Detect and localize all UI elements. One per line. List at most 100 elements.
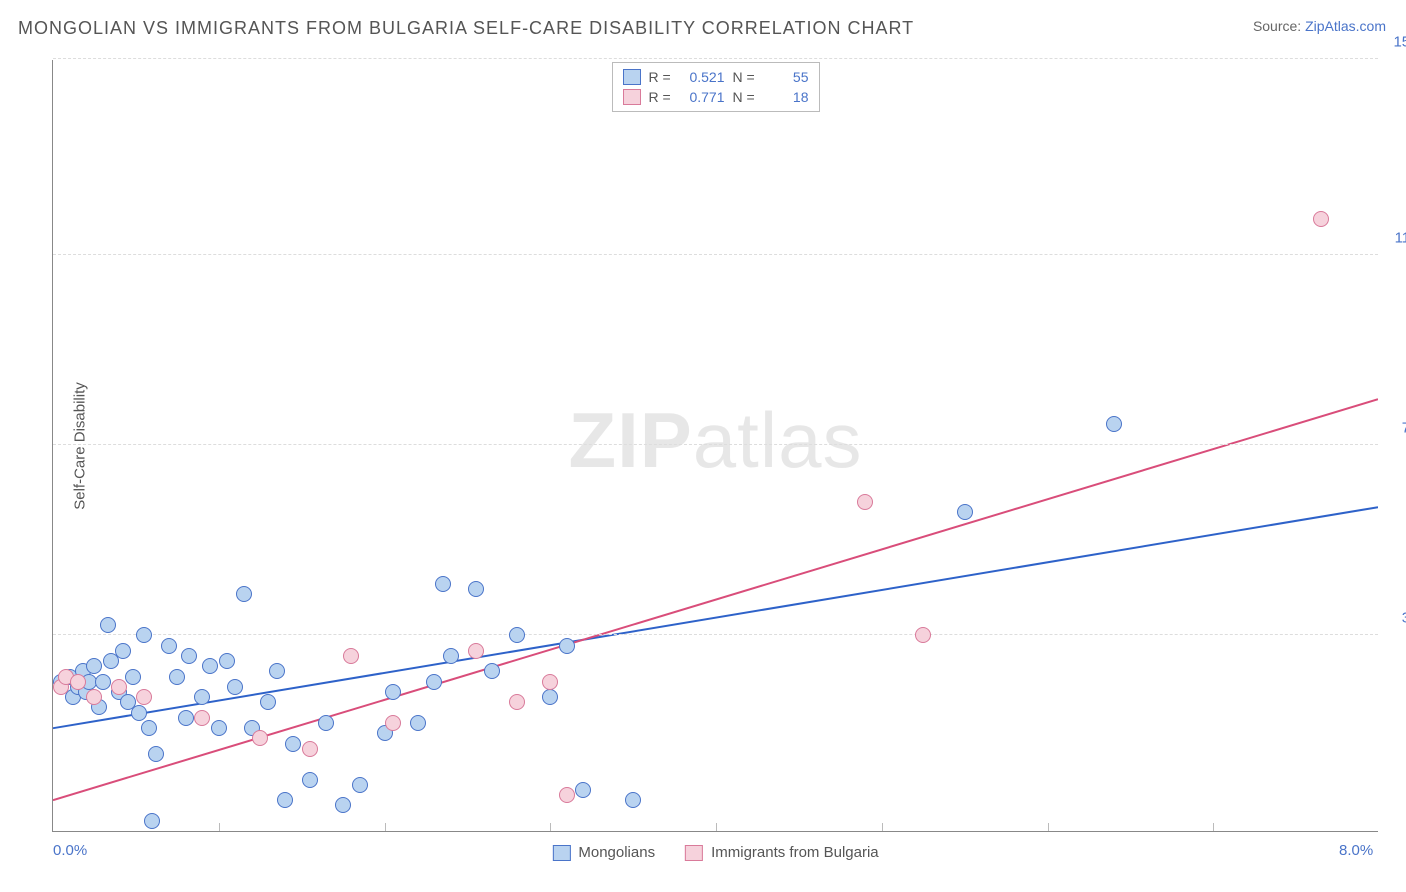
data-point bbox=[468, 581, 484, 597]
x-minor-tick bbox=[385, 823, 386, 831]
data-point bbox=[70, 674, 86, 690]
data-point bbox=[227, 679, 243, 695]
data-point bbox=[857, 494, 873, 510]
plot-area: ZIPatlas R = 0.521 N = 55 R = 0.771 N = … bbox=[52, 60, 1378, 832]
data-point bbox=[484, 663, 500, 679]
data-point bbox=[95, 674, 111, 690]
swatch-bulgaria bbox=[623, 89, 641, 105]
r-value-mongolians: 0.521 bbox=[681, 69, 725, 85]
gridline bbox=[53, 634, 1378, 635]
data-point bbox=[385, 684, 401, 700]
data-point bbox=[559, 787, 575, 803]
x-minor-tick bbox=[716, 823, 717, 831]
n-value-bulgaria: 18 bbox=[765, 89, 809, 105]
data-point bbox=[144, 813, 160, 829]
x-minor-tick bbox=[882, 823, 883, 831]
data-point bbox=[194, 689, 210, 705]
data-point bbox=[1106, 416, 1122, 432]
n-label: N = bbox=[733, 69, 757, 85]
swatch-mongolians bbox=[623, 69, 641, 85]
gridline bbox=[53, 58, 1378, 59]
gridline bbox=[53, 444, 1378, 445]
data-point bbox=[1313, 211, 1329, 227]
n-value-mongolians: 55 bbox=[765, 69, 809, 85]
x-minor-tick bbox=[550, 823, 551, 831]
data-point bbox=[148, 746, 164, 762]
source-attribution: Source: ZipAtlas.com bbox=[1253, 18, 1386, 34]
x-minor-tick bbox=[219, 823, 220, 831]
x-tick-label: 8.0% bbox=[1339, 842, 1373, 859]
x-tick-label: 0.0% bbox=[53, 842, 87, 859]
data-point bbox=[352, 777, 368, 793]
data-point bbox=[131, 705, 147, 721]
data-point bbox=[542, 674, 558, 690]
data-point bbox=[542, 689, 558, 705]
n-label: N = bbox=[733, 89, 757, 105]
data-point bbox=[260, 694, 276, 710]
correlation-legend: R = 0.521 N = 55 R = 0.771 N = 18 bbox=[612, 62, 820, 112]
data-point bbox=[141, 720, 157, 736]
data-point bbox=[136, 689, 152, 705]
source-label: Source: bbox=[1253, 18, 1301, 34]
data-point bbox=[318, 715, 334, 731]
r-label: R = bbox=[649, 69, 673, 85]
data-point bbox=[410, 715, 426, 731]
data-point bbox=[915, 627, 931, 643]
data-point bbox=[302, 741, 318, 757]
r-label: R = bbox=[649, 89, 673, 105]
data-point bbox=[559, 638, 575, 654]
data-point bbox=[252, 730, 268, 746]
swatch-bulgaria bbox=[685, 845, 703, 861]
y-tick-label: 15.0% bbox=[1393, 34, 1406, 51]
data-point bbox=[136, 627, 152, 643]
y-tick-label: 7.5% bbox=[1402, 420, 1406, 437]
r-value-bulgaria: 0.771 bbox=[681, 89, 725, 105]
watermark-zip: ZIP bbox=[568, 396, 692, 484]
y-tick-label: 11.2% bbox=[1395, 229, 1406, 246]
data-point bbox=[111, 679, 127, 695]
data-point bbox=[194, 710, 210, 726]
legend-row-bulgaria: R = 0.771 N = 18 bbox=[623, 87, 809, 107]
data-point bbox=[236, 586, 252, 602]
data-point bbox=[285, 736, 301, 752]
watermark-atlas: atlas bbox=[693, 396, 863, 484]
data-point bbox=[169, 669, 185, 685]
data-point bbox=[302, 772, 318, 788]
data-point bbox=[443, 648, 459, 664]
data-point bbox=[86, 658, 102, 674]
data-point bbox=[161, 638, 177, 654]
data-point bbox=[509, 627, 525, 643]
data-point bbox=[957, 504, 973, 520]
data-point bbox=[125, 669, 141, 685]
series-legend: Mongolians Immigrants from Bulgaria bbox=[552, 844, 878, 861]
data-point bbox=[385, 715, 401, 731]
data-point bbox=[435, 576, 451, 592]
trend-line bbox=[53, 507, 1378, 728]
data-point bbox=[509, 694, 525, 710]
series-label-bulgaria: Immigrants from Bulgaria bbox=[711, 844, 879, 861]
source-value: ZipAtlas.com bbox=[1305, 18, 1386, 34]
y-tick-label: 3.8% bbox=[1402, 610, 1406, 627]
data-point bbox=[100, 617, 116, 633]
legend-item-bulgaria: Immigrants from Bulgaria bbox=[685, 844, 879, 861]
chart-title: MONGOLIAN VS IMMIGRANTS FROM BULGARIA SE… bbox=[18, 18, 914, 39]
legend-row-mongolians: R = 0.521 N = 55 bbox=[623, 67, 809, 87]
watermark: ZIPatlas bbox=[568, 395, 862, 486]
swatch-mongolians bbox=[552, 845, 570, 861]
data-point bbox=[468, 643, 484, 659]
gridline bbox=[53, 254, 1378, 255]
data-point bbox=[181, 648, 197, 664]
data-point bbox=[115, 643, 131, 659]
chart-container: MONGOLIAN VS IMMIGRANTS FROM BULGARIA SE… bbox=[0, 0, 1406, 892]
series-label-mongolians: Mongolians bbox=[578, 844, 655, 861]
x-minor-tick bbox=[1213, 823, 1214, 831]
data-point bbox=[269, 663, 285, 679]
data-point bbox=[335, 797, 351, 813]
data-point bbox=[575, 782, 591, 798]
data-point bbox=[86, 689, 102, 705]
legend-item-mongolians: Mongolians bbox=[552, 844, 655, 861]
data-point bbox=[625, 792, 641, 808]
data-point bbox=[219, 653, 235, 669]
data-point bbox=[343, 648, 359, 664]
data-point bbox=[202, 658, 218, 674]
